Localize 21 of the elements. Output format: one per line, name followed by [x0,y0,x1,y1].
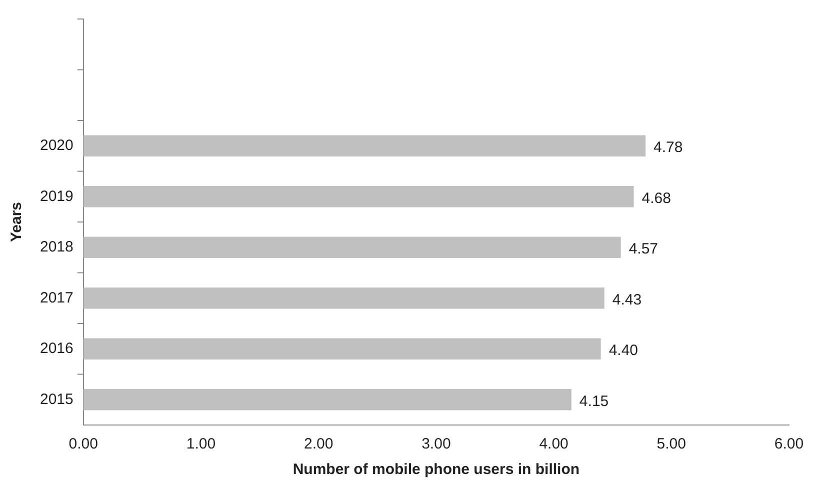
x-tick-label: 4.00 [539,436,568,453]
y-tick-label: 2020 [40,137,74,154]
data-label: 4.68 [642,190,671,207]
x-tick-label: 3.00 [422,436,451,453]
y-tick-label: 2016 [40,340,74,358]
data-label: 4.15 [579,392,609,410]
x-axis-title: Number of mobile phone users in billion [292,461,580,478]
data-label: 4.43 [612,291,642,308]
y-tick-label: 2015 [40,390,74,408]
x-tick-label: 0.00 [68,436,98,453]
x-tick-label: 2.00 [304,436,334,453]
y-tick-label: 2018 [40,238,74,256]
x-tick-label: 5.00 [656,436,686,453]
y-tick-label: 2019 [40,188,74,205]
x-tick-label: 1.00 [186,436,216,453]
data-label: 4.57 [628,240,658,258]
data-label: 4.78 [654,139,683,156]
x-tick-label: 6.00 [774,436,804,453]
y-axis-title: Years [8,202,26,242]
y-tick-label: 2017 [40,289,74,306]
data-label: 4.40 [608,342,638,360]
